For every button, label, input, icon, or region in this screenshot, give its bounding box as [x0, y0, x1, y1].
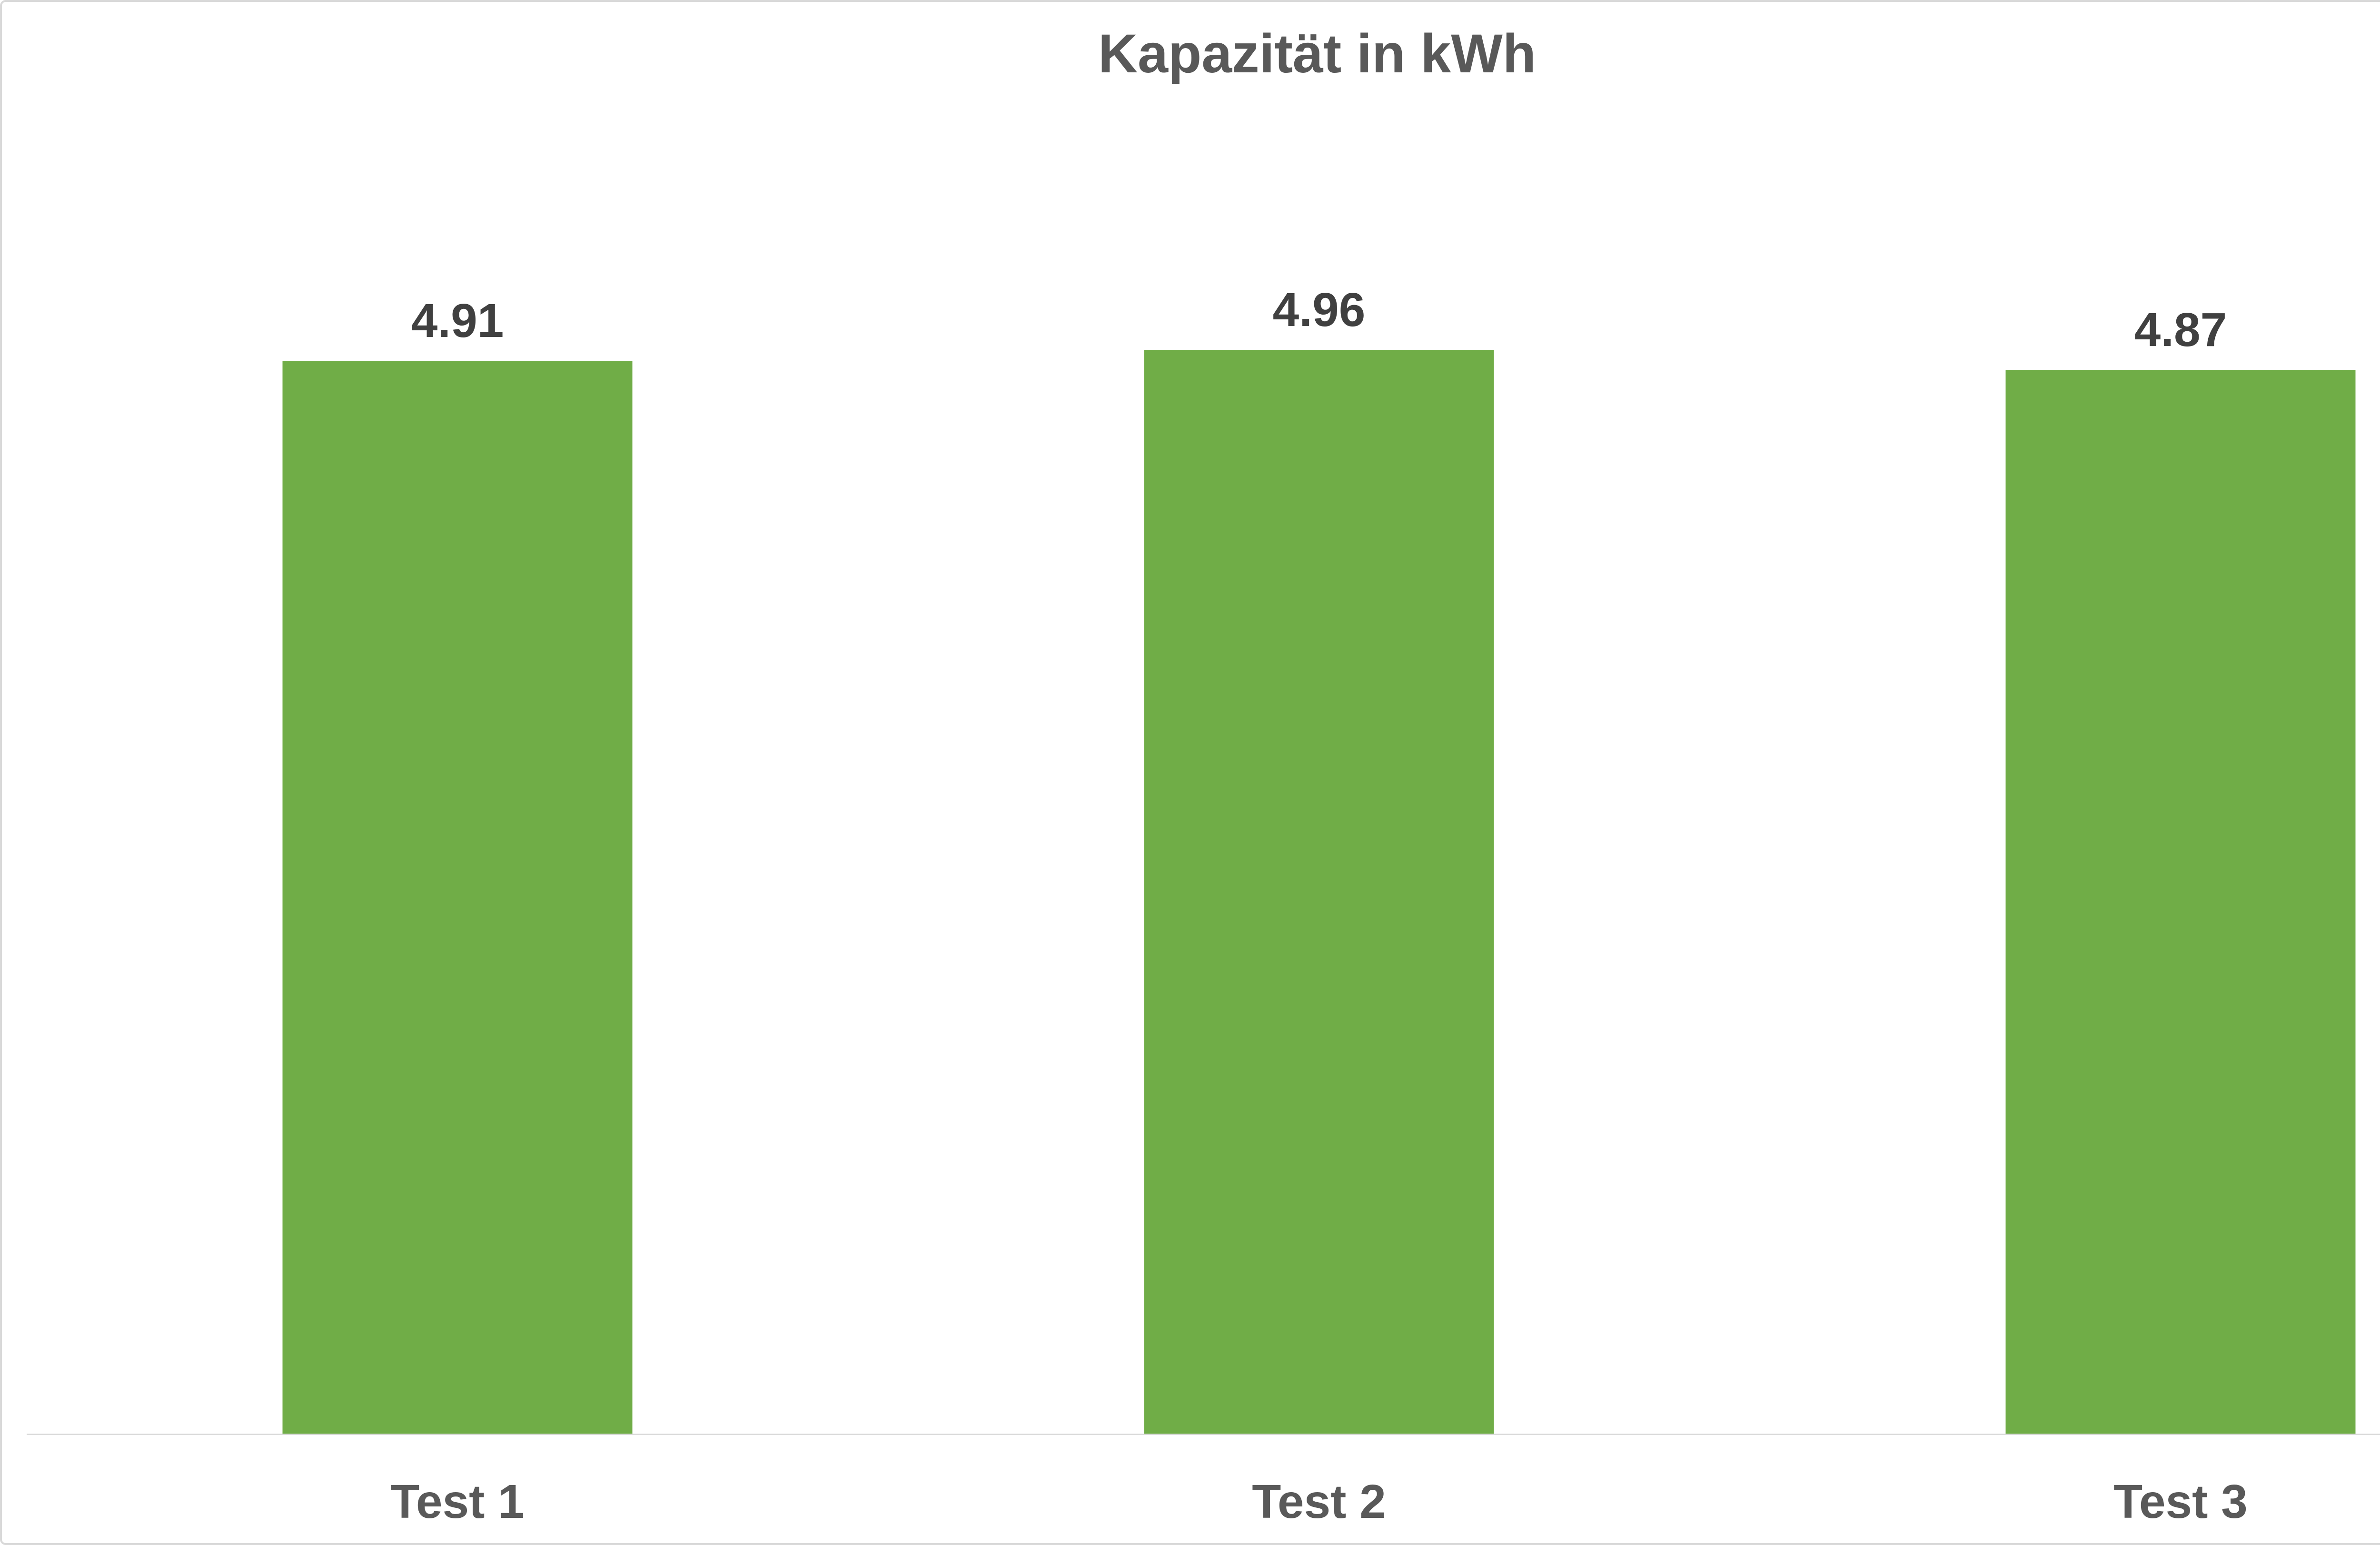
- chart-title: Kapazität in kWh: [1098, 23, 1537, 84]
- bar-test-3: 4.87: [2005, 306, 2356, 1434]
- category-axis: Test 1 Test 2 Test 3: [27, 1478, 2380, 1535]
- data-label-test-3: 4.87: [2134, 303, 2227, 357]
- x-axis-line: [27, 1434, 2380, 1435]
- bar-test-2: 4.96: [1144, 286, 1494, 1434]
- bar-test-1: 4.91: [282, 297, 633, 1434]
- category-label-test-2: Test 2: [1252, 1475, 1386, 1528]
- category-label-test-3: Test 3: [2113, 1475, 2248, 1528]
- data-label-test-2: 4.96: [1272, 283, 1366, 337]
- plot-area: 4.91 4.96 4.87: [27, 2, 2380, 1434]
- category-label-test-1: Test 1: [390, 1475, 525, 1528]
- data-label-test-1: 4.91: [411, 294, 504, 347]
